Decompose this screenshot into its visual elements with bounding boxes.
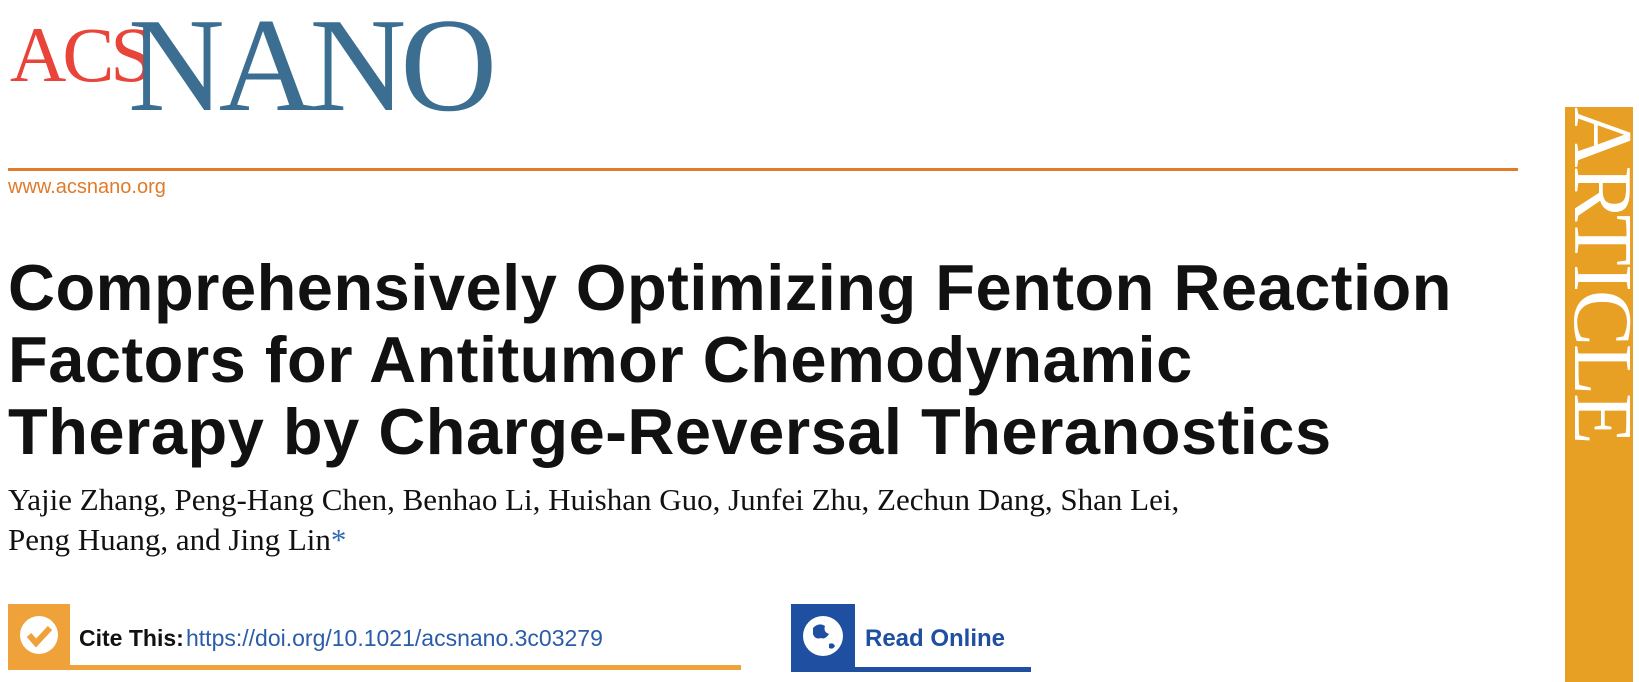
header-rule xyxy=(8,168,1518,171)
globe-icon xyxy=(803,616,843,656)
title-line: Comprehensively Optimizing Fenton Reacti… xyxy=(8,251,1452,324)
read-online-underline xyxy=(791,667,1031,672)
read-online-icon[interactable] xyxy=(791,604,855,668)
doi-link[interactable]: https://doi.org/10.1021/acsnano.3c03279 xyxy=(186,625,603,651)
read-online-link[interactable]: Read Online xyxy=(865,625,1006,652)
check-icon xyxy=(20,616,58,654)
cite-icon[interactable] xyxy=(8,604,70,666)
section-bar xyxy=(1565,107,1633,682)
title-line: Factors for Antitumor Chemodynamic xyxy=(8,323,1193,396)
logo-acs: ACS xyxy=(10,11,154,98)
section-label-box: ARTICLE xyxy=(1556,107,1639,682)
author-line: Yajie Zhang, Peng-Hang Chen, Benhao Li, … xyxy=(8,482,1180,517)
section-label: ARTICLE xyxy=(1556,107,1639,443)
corresponding-mark: * xyxy=(330,522,347,557)
logo-nano: NANO xyxy=(128,0,497,139)
journal-url[interactable]: www.acsnano.org xyxy=(8,176,166,198)
author-line: Peng Huang, and Jing Lin* xyxy=(8,522,346,558)
title-line: Therapy by Charge-Reversal Theranostics xyxy=(8,395,1332,468)
cite-underline xyxy=(8,665,741,670)
cite-label: Cite This: xyxy=(79,625,184,651)
author-text: Peng Huang, and Jing Lin xyxy=(8,522,331,557)
